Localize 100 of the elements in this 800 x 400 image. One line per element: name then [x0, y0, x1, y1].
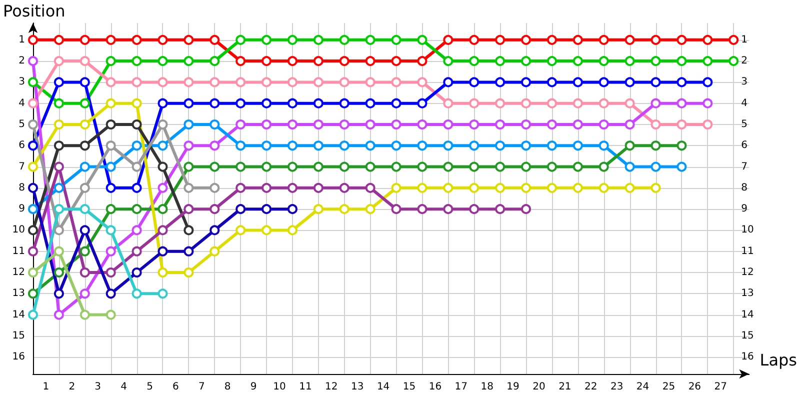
x-tick-label: 23: [610, 382, 624, 392]
point: [80, 288, 90, 299]
point: [650, 98, 661, 108]
point: [598, 77, 609, 88]
point: [80, 268, 90, 278]
point: [132, 225, 142, 236]
point: [572, 162, 583, 172]
point: [106, 182, 116, 193]
point: [158, 225, 168, 236]
point: [443, 162, 454, 172]
point: [287, 119, 298, 130]
point: [158, 98, 168, 108]
point: [80, 119, 90, 130]
point: [469, 56, 480, 66]
point: [521, 56, 532, 66]
point: [728, 56, 739, 66]
y2-tick-label: 11: [741, 246, 754, 257]
point: [313, 119, 324, 130]
point: [365, 56, 376, 66]
point: [391, 204, 402, 214]
point: [262, 98, 272, 108]
point: [106, 119, 116, 130]
point: [287, 56, 298, 66]
point: [443, 182, 454, 193]
x-tick-label: 6: [172, 382, 179, 392]
point: [495, 119, 506, 130]
point: [572, 140, 583, 151]
point: [80, 310, 90, 320]
point: [28, 268, 38, 278]
point: [676, 140, 687, 151]
point: [391, 56, 402, 66]
point: [650, 56, 661, 66]
y2-tick-label: 1: [741, 34, 748, 46]
point: [313, 182, 324, 193]
y-tick-label: 8: [18, 182, 25, 194]
point: [650, 140, 661, 151]
point: [236, 119, 246, 130]
point: [54, 204, 64, 214]
point: [443, 204, 454, 214]
point: [28, 246, 38, 256]
point: [521, 77, 532, 88]
y2-tick-label: 10: [741, 224, 754, 236]
point: [676, 56, 687, 66]
y2-tick-label: 15: [741, 330, 754, 342]
point: [365, 34, 376, 45]
point: [572, 77, 583, 88]
point: [598, 162, 609, 172]
x-tick-label: 17: [454, 382, 468, 392]
x-tick-label: 2: [68, 382, 76, 392]
point: [391, 182, 402, 193]
point: [469, 98, 480, 108]
point: [521, 34, 532, 45]
point: [521, 204, 532, 214]
point: [391, 119, 402, 130]
point: [313, 98, 324, 108]
point: [184, 162, 194, 172]
point: [54, 268, 64, 278]
point: [313, 140, 324, 151]
point: [417, 140, 428, 151]
point: [80, 162, 90, 172]
point: [28, 310, 38, 320]
point: [106, 204, 116, 214]
point: [676, 98, 687, 108]
point: [339, 98, 350, 108]
point: [469, 77, 480, 88]
point: [495, 162, 506, 172]
point: [132, 204, 142, 214]
point: [546, 182, 557, 193]
point: [469, 140, 480, 151]
point: [106, 77, 116, 88]
point: [132, 288, 142, 299]
point: [106, 288, 116, 299]
point: [313, 204, 324, 214]
y-tick-label: 4: [18, 98, 25, 109]
point: [287, 182, 298, 193]
point: [339, 34, 350, 45]
x-tick-label: 13: [350, 382, 364, 392]
point: [339, 56, 350, 66]
y-tick-label: 2: [18, 56, 25, 67]
point: [702, 77, 713, 88]
point: [262, 204, 272, 214]
point: [313, 56, 324, 66]
point: [598, 182, 609, 193]
point: [158, 56, 168, 66]
point: [339, 140, 350, 151]
point: [80, 98, 90, 108]
point: [417, 98, 428, 108]
point: [210, 182, 220, 193]
point: [572, 34, 583, 45]
point: [728, 34, 739, 45]
x-tick-label: 14: [376, 382, 390, 392]
point: [54, 119, 64, 130]
point: [443, 34, 454, 45]
point: [262, 56, 272, 66]
point: [676, 77, 687, 88]
point: [132, 140, 142, 151]
x-tick-label: 24: [636, 382, 650, 392]
point: [106, 140, 116, 151]
point: [495, 140, 506, 151]
x-tick-label: 10: [273, 382, 286, 392]
